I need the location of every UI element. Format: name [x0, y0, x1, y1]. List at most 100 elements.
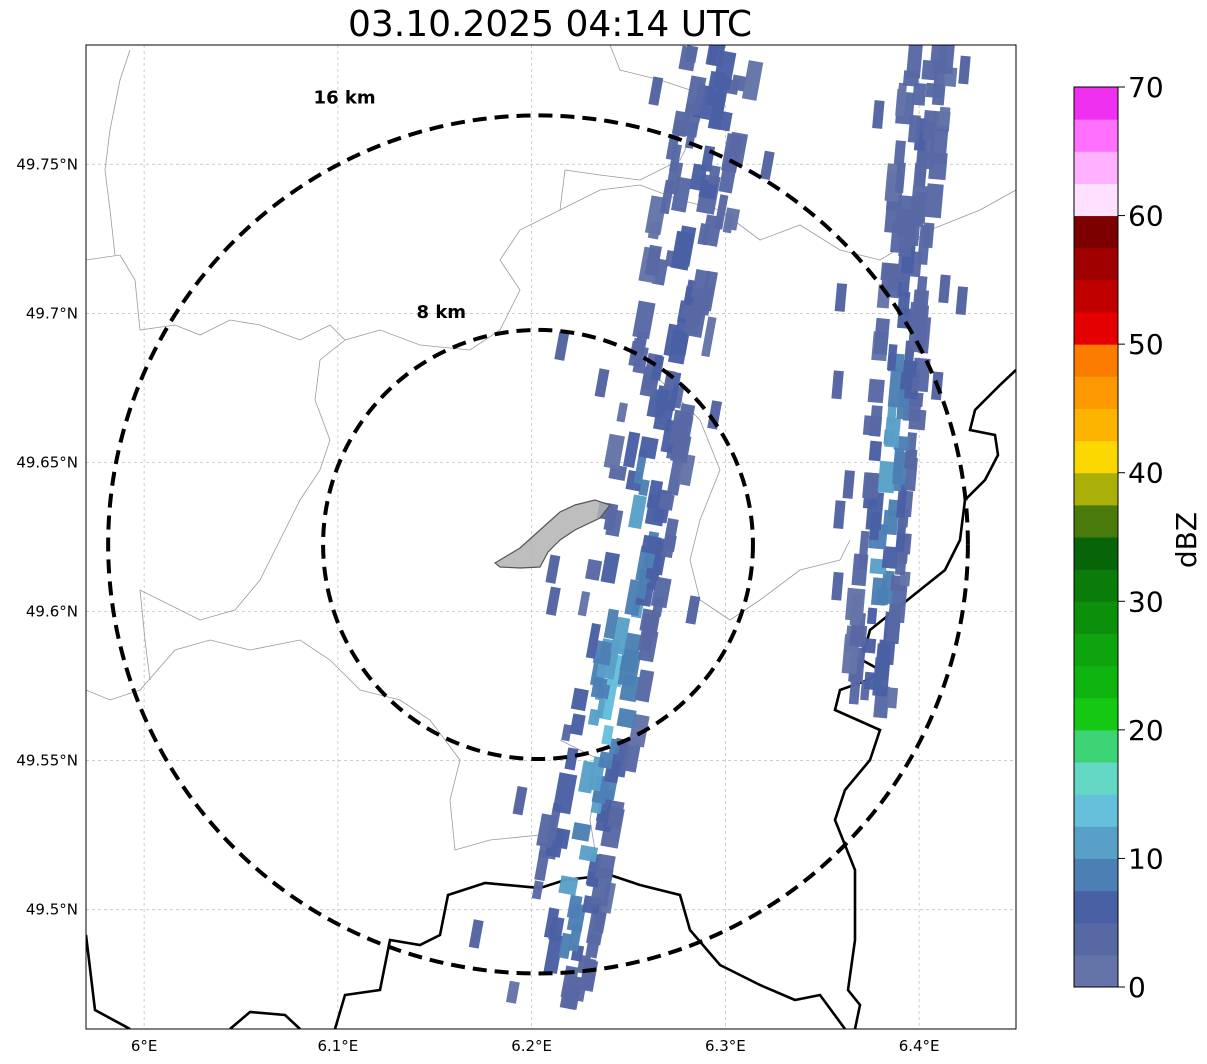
radar-echo-cell: [558, 932, 573, 960]
radar-echo-cell: [552, 772, 578, 815]
radar-echo-cell: [930, 45, 948, 63]
radar-echo-cell: [571, 822, 592, 842]
radar-echo-cell: [622, 431, 641, 469]
radar-echo-cell: [876, 284, 891, 309]
radar-echo-cell: [656, 492, 675, 511]
commune-boundary: [104, 49, 131, 256]
radar-echo-cell: [868, 440, 883, 462]
radar-echo-cell: [594, 853, 616, 880]
radar-echo-cell: [543, 907, 560, 939]
radar-echo-cell: [650, 576, 672, 609]
radar-echo-cell: [909, 185, 928, 224]
radar-echo-cell: [872, 100, 885, 129]
radar-echo-cell: [633, 448, 648, 485]
radar-echo-cell: [869, 405, 883, 437]
commune-boundary: [86, 254, 346, 341]
radar-echo-cell: [648, 76, 664, 106]
radar-echo-cell: [638, 436, 659, 460]
radar-echo-cell: [833, 500, 846, 530]
radar-echo-cell: [873, 317, 890, 355]
radar-echo-cell: [958, 55, 971, 85]
range-ring-label: 8 km: [417, 302, 467, 323]
national-border: [86, 934, 131, 1029]
range-ring-label: 16 km: [314, 87, 376, 108]
colorbar-swatch: [1074, 440, 1118, 474]
radar-echo-cell: [685, 595, 701, 625]
radar-echo-cell: [616, 707, 637, 729]
radar-echo-cell: [635, 669, 655, 703]
radar-echo-cell: [691, 269, 711, 300]
radar-echo-cell: [938, 106, 951, 127]
colorbar-tick-label: 30: [1128, 585, 1164, 618]
colorbar-swatch: [1074, 408, 1118, 442]
radar-echo-cell: [912, 82, 927, 106]
radar-echo-cell: [558, 875, 579, 896]
colorbar-swatch: [1074, 826, 1118, 859]
radar-echo-cell: [845, 587, 866, 622]
axis-layer: 6°E 6.1°E 6.2°E 6.3°E 6.4°E 49.5°N 49.55°N 49.6…: [16, 155, 939, 1055]
radar-echo-cell: [606, 800, 625, 826]
radar-echo-cell: [701, 316, 717, 358]
commune-boundary: [344, 184, 1016, 351]
radar-echo-cell: [666, 460, 684, 496]
radar-echo-cell: [894, 162, 906, 194]
radar-echo-cell: [714, 194, 729, 230]
radar-echo-cell: [938, 274, 951, 304]
colorbar-swatches: [1073, 86, 1119, 988]
radar-echo-cell: [553, 827, 571, 850]
radar-echo-cell: [884, 417, 901, 448]
radar-echo-cell: [906, 45, 924, 79]
radar-echo-cell: [831, 571, 844, 601]
radar-echo-cell: [759, 150, 775, 180]
radar-echo-cell: [892, 448, 905, 479]
radar-echo-cell: [594, 368, 610, 398]
lon-tick-label: 6.2°E: [511, 1037, 552, 1055]
radar-echo-cell: [726, 131, 749, 166]
radar-echo-cell: [867, 378, 885, 404]
radar-echo-cell: [730, 74, 747, 92]
radar-echo-cell: [741, 60, 764, 101]
radar-echo-cell: [723, 207, 741, 231]
radar-echo-cell: [561, 723, 573, 742]
radar-echo-cell: [675, 231, 689, 249]
colorbar-swatch: [1074, 762, 1118, 795]
radar-echo-cell: [880, 570, 895, 605]
radar-echo-cell: [616, 402, 628, 423]
radar-echo-cell: [570, 687, 589, 712]
colorbar-swatch: [1074, 183, 1118, 217]
radar-echo-cell: [886, 687, 899, 709]
radar-echo-cell: [882, 509, 899, 536]
city-outline: [493, 499, 611, 569]
map-frame: [85, 44, 1017, 1030]
radar-echo-cell: [862, 472, 880, 500]
colorbar-swatch: [1074, 344, 1118, 377]
radar-echo-cell: [678, 403, 696, 425]
range-ring-16km: [106, 113, 970, 976]
radar-echo-cell: [600, 551, 620, 584]
radar-echo-cell: [601, 724, 614, 746]
colorbar-tick-label: 50: [1128, 328, 1164, 361]
colorbar-swatch: [1074, 601, 1118, 634]
radar-echo-cell: [545, 586, 561, 616]
colorbar-swatch: [1074, 633, 1118, 667]
colorbar-swatch: [1074, 794, 1118, 827]
radar-echo-cell: [665, 133, 680, 161]
colorbar-tick-label: 70: [1128, 71, 1164, 104]
colorbar-tick-label: 0: [1128, 971, 1146, 1004]
commune-boundary: [659, 379, 851, 621]
colorbar-swatch: [1074, 537, 1118, 570]
lat-tick-label: 49.75°N: [16, 155, 78, 173]
colorbar-swatch: [1074, 922, 1118, 956]
map-area: 8 km 16 km 6°E 6.1°E 6.2°E 6.3°E 6.4°E 49.5°N 4…: [16, 44, 1017, 1055]
radar-echo-cell: [646, 479, 664, 510]
radar-echo-cell: [669, 143, 682, 172]
radar-echo-cell: [684, 75, 707, 116]
radar-echo-cell: [707, 165, 721, 186]
lon-tick-label: 6.1°E: [317, 1037, 358, 1055]
radar-echo-cell: [700, 270, 718, 312]
radar-echo-cell: [554, 331, 570, 361]
radar-echo-cell: [893, 140, 906, 166]
radar-echo-cell: [602, 679, 618, 721]
radar-echo-cell: [578, 844, 599, 863]
